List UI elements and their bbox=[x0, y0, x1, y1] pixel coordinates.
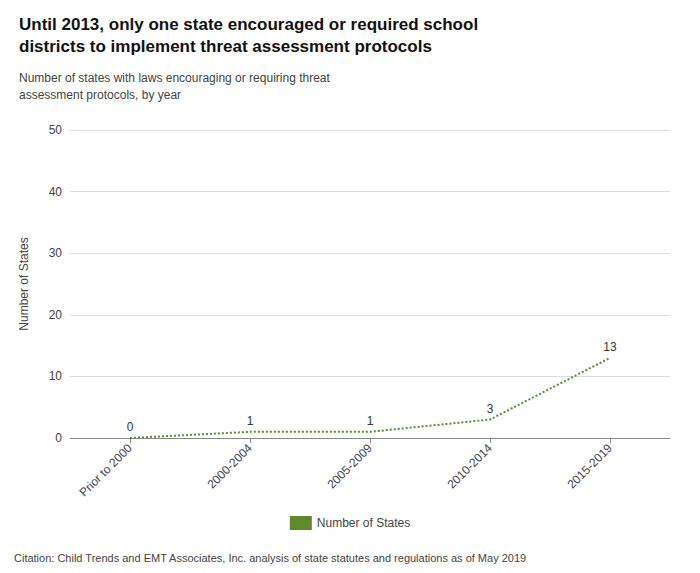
svg-text:assessment protocols, by year: assessment protocols, by year bbox=[19, 88, 181, 102]
svg-text:Prior to 2000: Prior to 2000 bbox=[77, 441, 136, 500]
svg-text:10: 10 bbox=[49, 369, 63, 383]
svg-text:1: 1 bbox=[247, 414, 254, 428]
svg-text:0: 0 bbox=[127, 420, 134, 434]
svg-text:40: 40 bbox=[49, 185, 63, 199]
svg-text:Until 2013, only one state enc: Until 2013, only one state encouraged or… bbox=[19, 15, 478, 34]
svg-text:districts to implement threat: districts to implement threat assessment… bbox=[19, 37, 432, 56]
svg-text:Number of States: Number of States bbox=[317, 516, 410, 530]
svg-text:Citation: Child Trends and EMT: Citation: Child Trends and EMT Associate… bbox=[14, 552, 526, 564]
svg-text:30: 30 bbox=[49, 246, 63, 260]
svg-text:13: 13 bbox=[603, 340, 617, 354]
svg-text:2005-2009: 2005-2009 bbox=[325, 441, 376, 492]
svg-text:Number of States: Number of States bbox=[17, 237, 31, 330]
svg-text:20: 20 bbox=[49, 308, 63, 322]
svg-text:2010-2014: 2010-2014 bbox=[445, 441, 496, 492]
svg-text:50: 50 bbox=[49, 123, 63, 137]
svg-text:2015-2019: 2015-2019 bbox=[565, 441, 616, 492]
svg-text:1: 1 bbox=[367, 414, 374, 428]
svg-text:0: 0 bbox=[55, 431, 62, 445]
svg-text:3: 3 bbox=[487, 402, 494, 416]
svg-text:Number of states with laws enc: Number of states with laws encouraging o… bbox=[19, 71, 330, 85]
svg-text:2000-2004: 2000-2004 bbox=[205, 441, 256, 492]
